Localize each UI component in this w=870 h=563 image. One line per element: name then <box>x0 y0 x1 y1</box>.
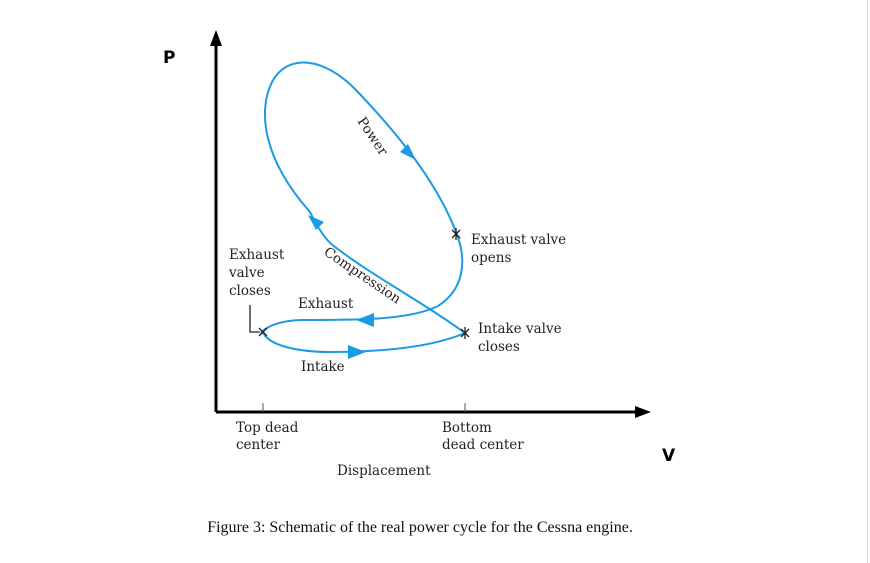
exhaust-valve-closes-label: Exhaust valve closes <box>228 247 289 299</box>
intake-label: Intake <box>301 359 345 375</box>
power-stroke <box>263 61 464 307</box>
exhaust-valve-closes-leader <box>249 305 260 333</box>
intake-valve-closes-marker <box>460 327 470 339</box>
y-axis-arrowhead <box>210 30 222 46</box>
direction-arrows <box>308 144 416 359</box>
compression-arrowhead <box>308 215 324 230</box>
y-axis-label: P <box>163 48 175 68</box>
axes <box>210 30 651 418</box>
figure-caption: Figure 3: Schematic of the real power cy… <box>207 519 633 536</box>
compression-stroke <box>309 211 466 334</box>
page-edge-divider <box>867 0 868 563</box>
x-axis-title: Displacement <box>337 463 431 479</box>
exhaust-valve-opens-label: Exhaust valve opens <box>471 232 570 266</box>
exhaust-label: Exhaust <box>298 296 354 312</box>
power-arrowhead <box>400 144 416 160</box>
x-axis-arrowhead <box>635 406 651 418</box>
intake-stroke <box>262 331 466 354</box>
tick-label-top-dead-center: Top dead center <box>236 420 303 453</box>
exhaust-arrowhead <box>356 313 374 327</box>
exhaust-valve-closes-marker <box>258 327 268 337</box>
intake-valve-closes-label: Intake valve closes <box>478 321 566 355</box>
x-axis-label: V <box>662 446 676 466</box>
tick-label-bottom-dead-center: Bottom dead center <box>442 420 524 453</box>
exhaust-valve-opens-marker <box>451 228 461 240</box>
event-markers <box>249 228 470 339</box>
cycle-curve <box>260 61 466 354</box>
intake-arrowhead <box>348 345 366 359</box>
